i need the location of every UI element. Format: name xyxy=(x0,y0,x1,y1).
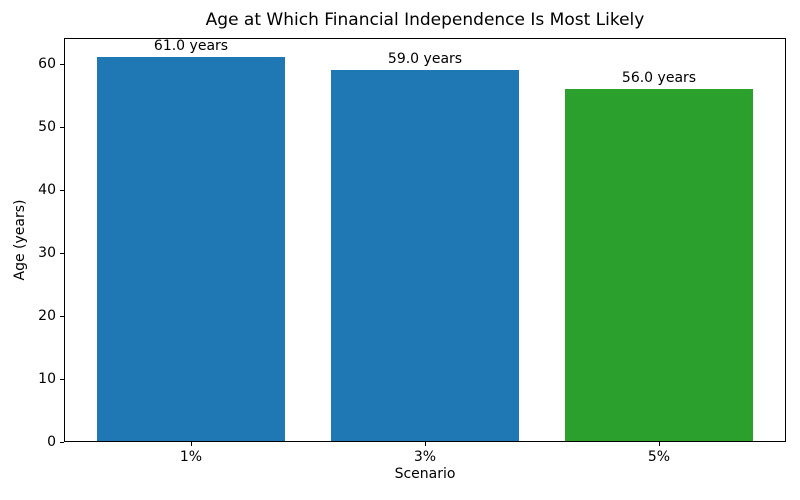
bar xyxy=(331,70,519,441)
x-tick-label: 5% xyxy=(647,449,671,465)
x-tick-mark xyxy=(659,442,660,446)
y-tick-label: 10 xyxy=(38,371,56,387)
y-tick-mark xyxy=(60,316,64,317)
bar-value-label: 56.0 years xyxy=(621,70,697,86)
y-tick-mark xyxy=(60,64,64,65)
y-tick-label: 50 xyxy=(38,119,56,135)
y-tick-label: 30 xyxy=(38,245,56,261)
y-tick-mark xyxy=(60,442,64,443)
y-tick-label: 60 xyxy=(38,56,56,72)
y-tick-label: 0 xyxy=(47,434,56,450)
bar-value-label: 61.0 years xyxy=(153,38,229,54)
x-tick-label: 3% xyxy=(413,449,437,465)
y-tick-mark xyxy=(60,253,64,254)
x-tick-label: 1% xyxy=(179,449,203,465)
y-tick-mark xyxy=(60,379,64,380)
y-axis-label: Age (years) xyxy=(12,199,28,281)
chart-title: Age at Which Financial Independence Is M… xyxy=(205,10,645,30)
x-tick-mark xyxy=(425,442,426,446)
bar xyxy=(97,57,285,441)
y-tick-label: 40 xyxy=(38,182,56,198)
y-tick-mark xyxy=(60,190,64,191)
y-tick-label: 20 xyxy=(38,308,56,324)
x-axis-label: Scenario xyxy=(394,466,456,482)
x-tick-mark xyxy=(191,442,192,446)
y-tick-mark xyxy=(60,127,64,128)
bar xyxy=(565,89,753,441)
bar-value-label: 59.0 years xyxy=(387,51,463,67)
